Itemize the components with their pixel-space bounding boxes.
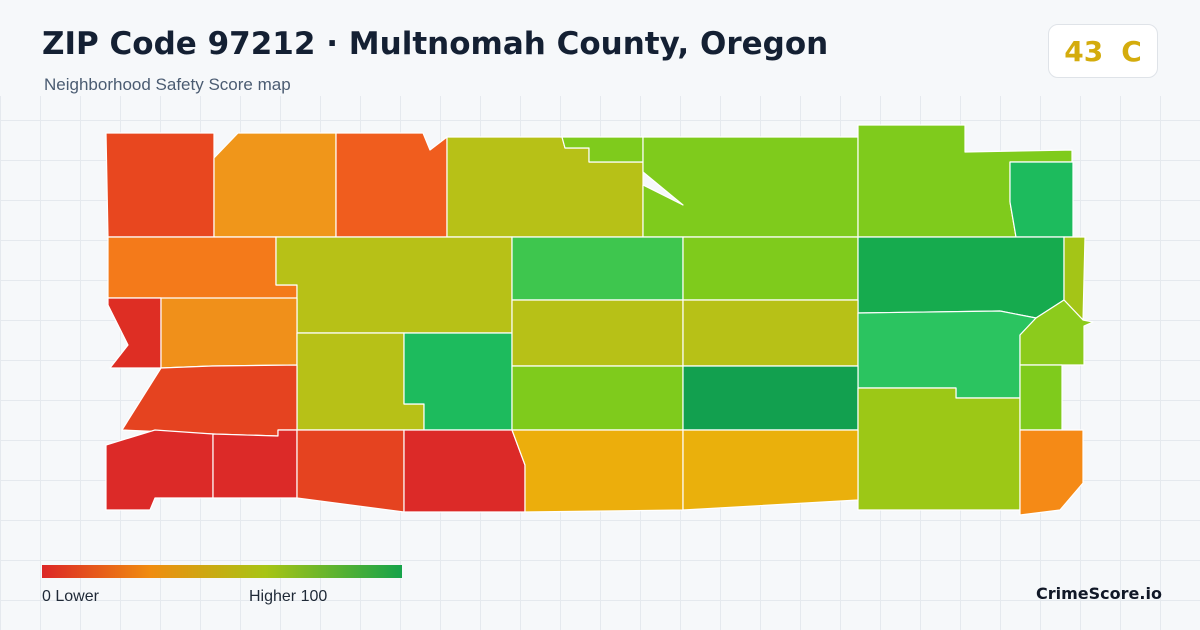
region-e-1 [857, 236, 1065, 319]
region-sw-3 [121, 364, 298, 437]
score-value: 43 [1064, 34, 1104, 68]
region-e-5 [857, 387, 1021, 511]
region-s-6 [511, 429, 684, 513]
region-nw-3 [335, 132, 448, 238]
region-s-5 [403, 429, 526, 513]
region-c-3 [511, 299, 684, 367]
region-se-1 [1019, 429, 1084, 516]
region-s-3 [212, 429, 298, 499]
legend-min-label: 0 Lower [42, 588, 99, 605]
region-s-7 [682, 429, 859, 511]
region-c-1 [511, 236, 684, 301]
region-sw-4 [105, 429, 214, 511]
region-e-3 [857, 310, 1037, 399]
region-ne-2 [1009, 161, 1074, 238]
region-c-2 [682, 236, 859, 301]
region-e-6 [1019, 364, 1063, 431]
region-c-6 [682, 365, 859, 431]
header-band [0, 0, 1200, 96]
region-n-3 [642, 136, 859, 238]
page-title: ZIP Code 97212 · Multnomah County, Orego… [42, 26, 829, 62]
page-subtitle: Neighborhood Safety Score map [44, 75, 291, 94]
region-w-2 [275, 236, 513, 334]
region-nw-2 [213, 132, 337, 238]
score-grade: C [1121, 34, 1142, 68]
brand-logo-text: CrimeScore.io [1036, 584, 1162, 603]
legend-max-label: Higher 100 [249, 588, 328, 605]
region-e-4 [1019, 299, 1094, 366]
region-s-4 [296, 429, 405, 513]
region-sw-2 [160, 297, 298, 369]
region-c-4 [682, 299, 859, 367]
region-w-1 [107, 236, 298, 301]
region-sw-1 [107, 297, 162, 369]
region-nw-1 [105, 132, 215, 238]
legend-gradient-bar [42, 565, 402, 578]
score-badge: 43 C [1048, 24, 1158, 78]
region-c-5 [511, 365, 684, 431]
